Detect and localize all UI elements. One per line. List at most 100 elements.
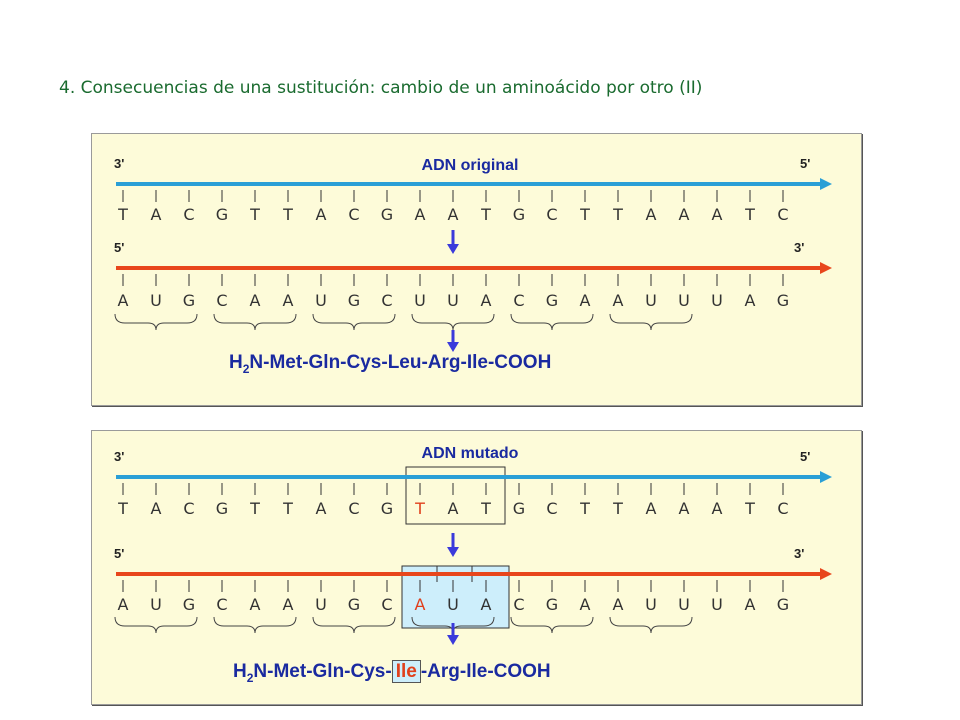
mrna-base: A [613, 595, 624, 614]
strand-end-label: 5' [114, 240, 124, 255]
codon-brace [213, 616, 297, 634]
protein-part-2: -Arg-Ile-COOH [420, 661, 551, 682]
mrna-base: U [414, 291, 426, 310]
dna-base: T [249, 205, 260, 224]
codon-brace [312, 616, 396, 634]
mrna-base: U [711, 595, 723, 614]
protein-amino-acid: Leu [387, 352, 422, 373]
dna-base: G [216, 205, 228, 224]
dna-strand-arrowhead [820, 178, 832, 190]
mrna-base: A [118, 595, 129, 614]
dna-base: T [282, 205, 293, 224]
mutated-dna-panel: ADN mutado 3' 5' 5' 3' T A A U C G G C T A T A A U C G G C T A A U… [91, 430, 862, 705]
strand-end-label: 3' [794, 240, 804, 255]
protein-part-2: -Arg-Ile-COOH [421, 352, 552, 373]
dna-base: A [448, 499, 459, 518]
translation-arrow-head [447, 635, 459, 645]
codon-brace [609, 616, 693, 634]
mrna-base: A [250, 595, 261, 614]
dna-base: C [348, 205, 359, 224]
mrna-base: A [118, 291, 129, 310]
codon-brace [114, 313, 198, 331]
mrna-base: U [678, 595, 690, 614]
mrna-base: A [283, 595, 294, 614]
dna-base: T [612, 205, 623, 224]
dna-base: T [612, 499, 623, 518]
strand-end-label: 5' [114, 546, 124, 561]
dna-base: A [151, 499, 162, 518]
mutated-amino-acid: Ile [391, 660, 421, 683]
dna-base: A [316, 499, 327, 518]
mrna-base: U [711, 291, 723, 310]
dna-base: A [712, 205, 723, 224]
mrna-base: G [183, 595, 195, 614]
strand-end-label: 3' [114, 156, 124, 171]
mrna-base: A [283, 291, 294, 310]
mrna-base: U [447, 595, 459, 614]
original-dna-diagram: ADN original 3' 5' 5' 3' T A A U C G G C T A T A A U C G G C A U… [114, 156, 832, 352]
dna-base: T [282, 499, 293, 518]
protein-prefix: H [233, 661, 247, 682]
mrna-highlight-box [401, 565, 510, 629]
strand-end-label: 5' [800, 156, 810, 171]
mrna-base: A [415, 595, 426, 614]
codon-brace [114, 616, 198, 634]
mrna-strand-arrowhead [820, 568, 832, 580]
mrna-base: U [645, 595, 657, 614]
mrna-base: A [481, 291, 492, 310]
mrna-base: C [381, 595, 392, 614]
mrna-base: A [250, 291, 261, 310]
transcription-arrow-head [447, 547, 459, 557]
mrna-base: U [150, 291, 162, 310]
protein-part-1: N-Met-Gln-Cys- [249, 352, 388, 373]
protein-subscript: 2 [242, 361, 250, 376]
dna-base: A [316, 205, 327, 224]
dna-base: T [414, 499, 425, 518]
dna-base: T [117, 499, 128, 518]
mrna-base: A [580, 595, 591, 614]
dna-base: G [513, 499, 525, 518]
dna-base: C [777, 205, 788, 224]
dna-base: G [381, 499, 393, 518]
codon-brace [411, 313, 495, 331]
dna-base: T [117, 205, 128, 224]
mrna-base: C [216, 291, 227, 310]
mrna-base: A [580, 291, 591, 310]
mrna-strand-arrowhead [820, 262, 832, 274]
dna-base: A [646, 205, 657, 224]
mrna-base: G [546, 595, 558, 614]
mrna-base: C [216, 595, 227, 614]
dna-base: T [249, 499, 260, 518]
mrna-base: C [513, 291, 524, 310]
codon-brace [213, 313, 297, 331]
strand-end-label: 3' [114, 449, 124, 464]
dna-base: A [151, 205, 162, 224]
dna-base: T [744, 205, 755, 224]
dna-base: A [415, 205, 426, 224]
dna-base: T [579, 205, 590, 224]
strand-label: ADN original [422, 157, 519, 174]
slide-title: 4. Consecuencias de una sustitución: cam… [59, 78, 703, 98]
dna-base: T [579, 499, 590, 518]
protein-subscript: 2 [246, 670, 254, 685]
codon-brace [510, 313, 594, 331]
strand-end-label: 3' [794, 546, 804, 561]
mrna-base: U [447, 291, 459, 310]
mrna-base: U [315, 291, 327, 310]
dna-base: A [448, 205, 459, 224]
translation-arrow-head [447, 342, 459, 352]
protein-part-1: N-Met-Gln-Cys- [253, 661, 392, 682]
dna-base: T [480, 205, 491, 224]
mrna-base: G [348, 291, 360, 310]
mrna-base: U [678, 291, 690, 310]
dna-base: T [744, 499, 755, 518]
mrna-base: A [745, 291, 756, 310]
mrna-base: G [348, 595, 360, 614]
dna-base: C [183, 499, 194, 518]
protein-prefix: H [229, 352, 243, 373]
mrna-base: U [315, 595, 327, 614]
dna-base: A [646, 499, 657, 518]
dna-base: A [712, 499, 723, 518]
dna-base: T [480, 499, 491, 518]
dna-base: G [216, 499, 228, 518]
